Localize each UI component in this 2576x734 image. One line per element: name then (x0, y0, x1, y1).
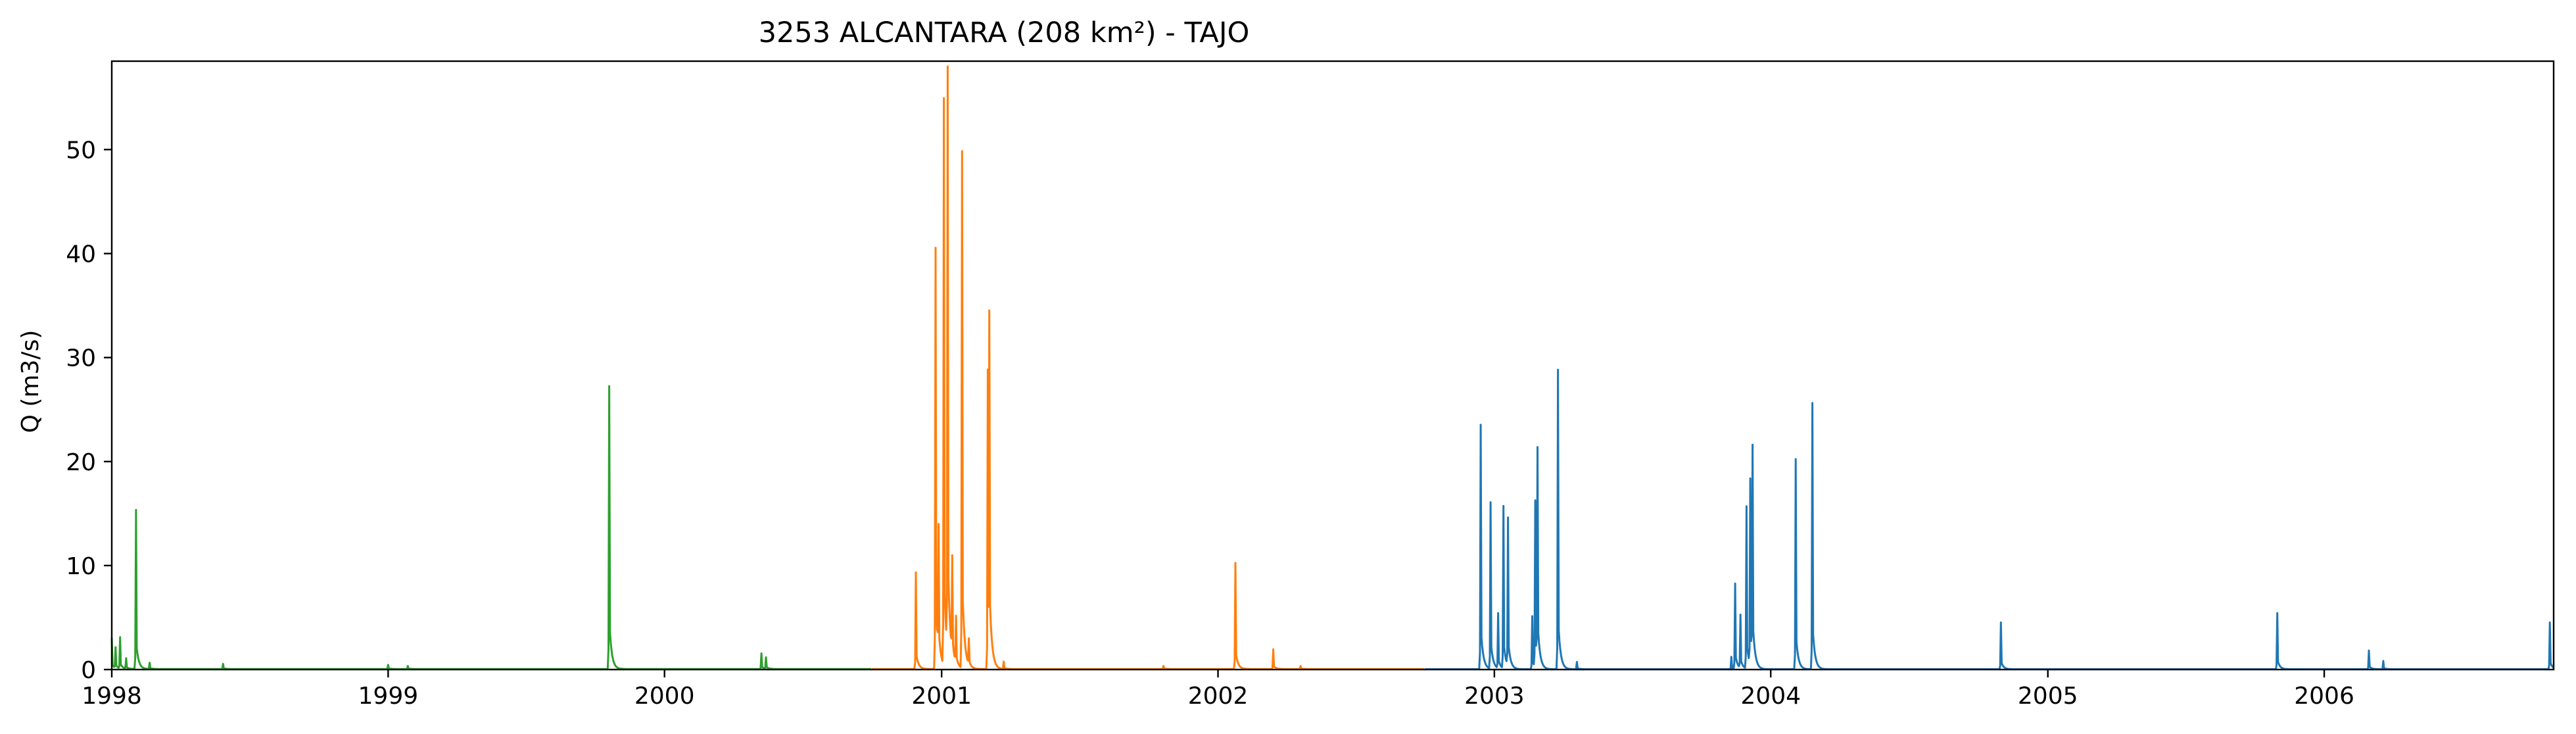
plot-frame (110, 60, 2555, 671)
x-tick-label: 1998 (82, 683, 142, 710)
x-tick-label: 2001 (911, 683, 972, 710)
x-tick-label: 2004 (1740, 683, 1801, 710)
x-tick-label: 2002 (1188, 683, 1249, 710)
y-axis-label: Q (m3/s) (17, 330, 44, 433)
y-tick-label: 30 (66, 345, 96, 372)
ticks-layer: 1998 1999 2000 2001 2002 2003 2004 2005 2006 0 10 2… (66, 137, 2354, 710)
y-tick-label: 40 (66, 241, 96, 268)
x-tick-label: 2003 (1464, 683, 1525, 710)
y-tick-label: 0 (81, 657, 96, 684)
y-tick-label: 10 (66, 553, 96, 580)
x-tick-label: 2005 (2018, 683, 2078, 710)
y-tick-label: 20 (66, 449, 96, 476)
y-tick-label: 50 (66, 137, 96, 164)
x-tick-label: 2000 (634, 683, 695, 710)
chart-title: 3253 ALCANTARA (208 km²) - TAJO (759, 16, 1250, 49)
x-tick-label: 2006 (2294, 683, 2354, 710)
x-tick-label: 1999 (358, 683, 419, 710)
